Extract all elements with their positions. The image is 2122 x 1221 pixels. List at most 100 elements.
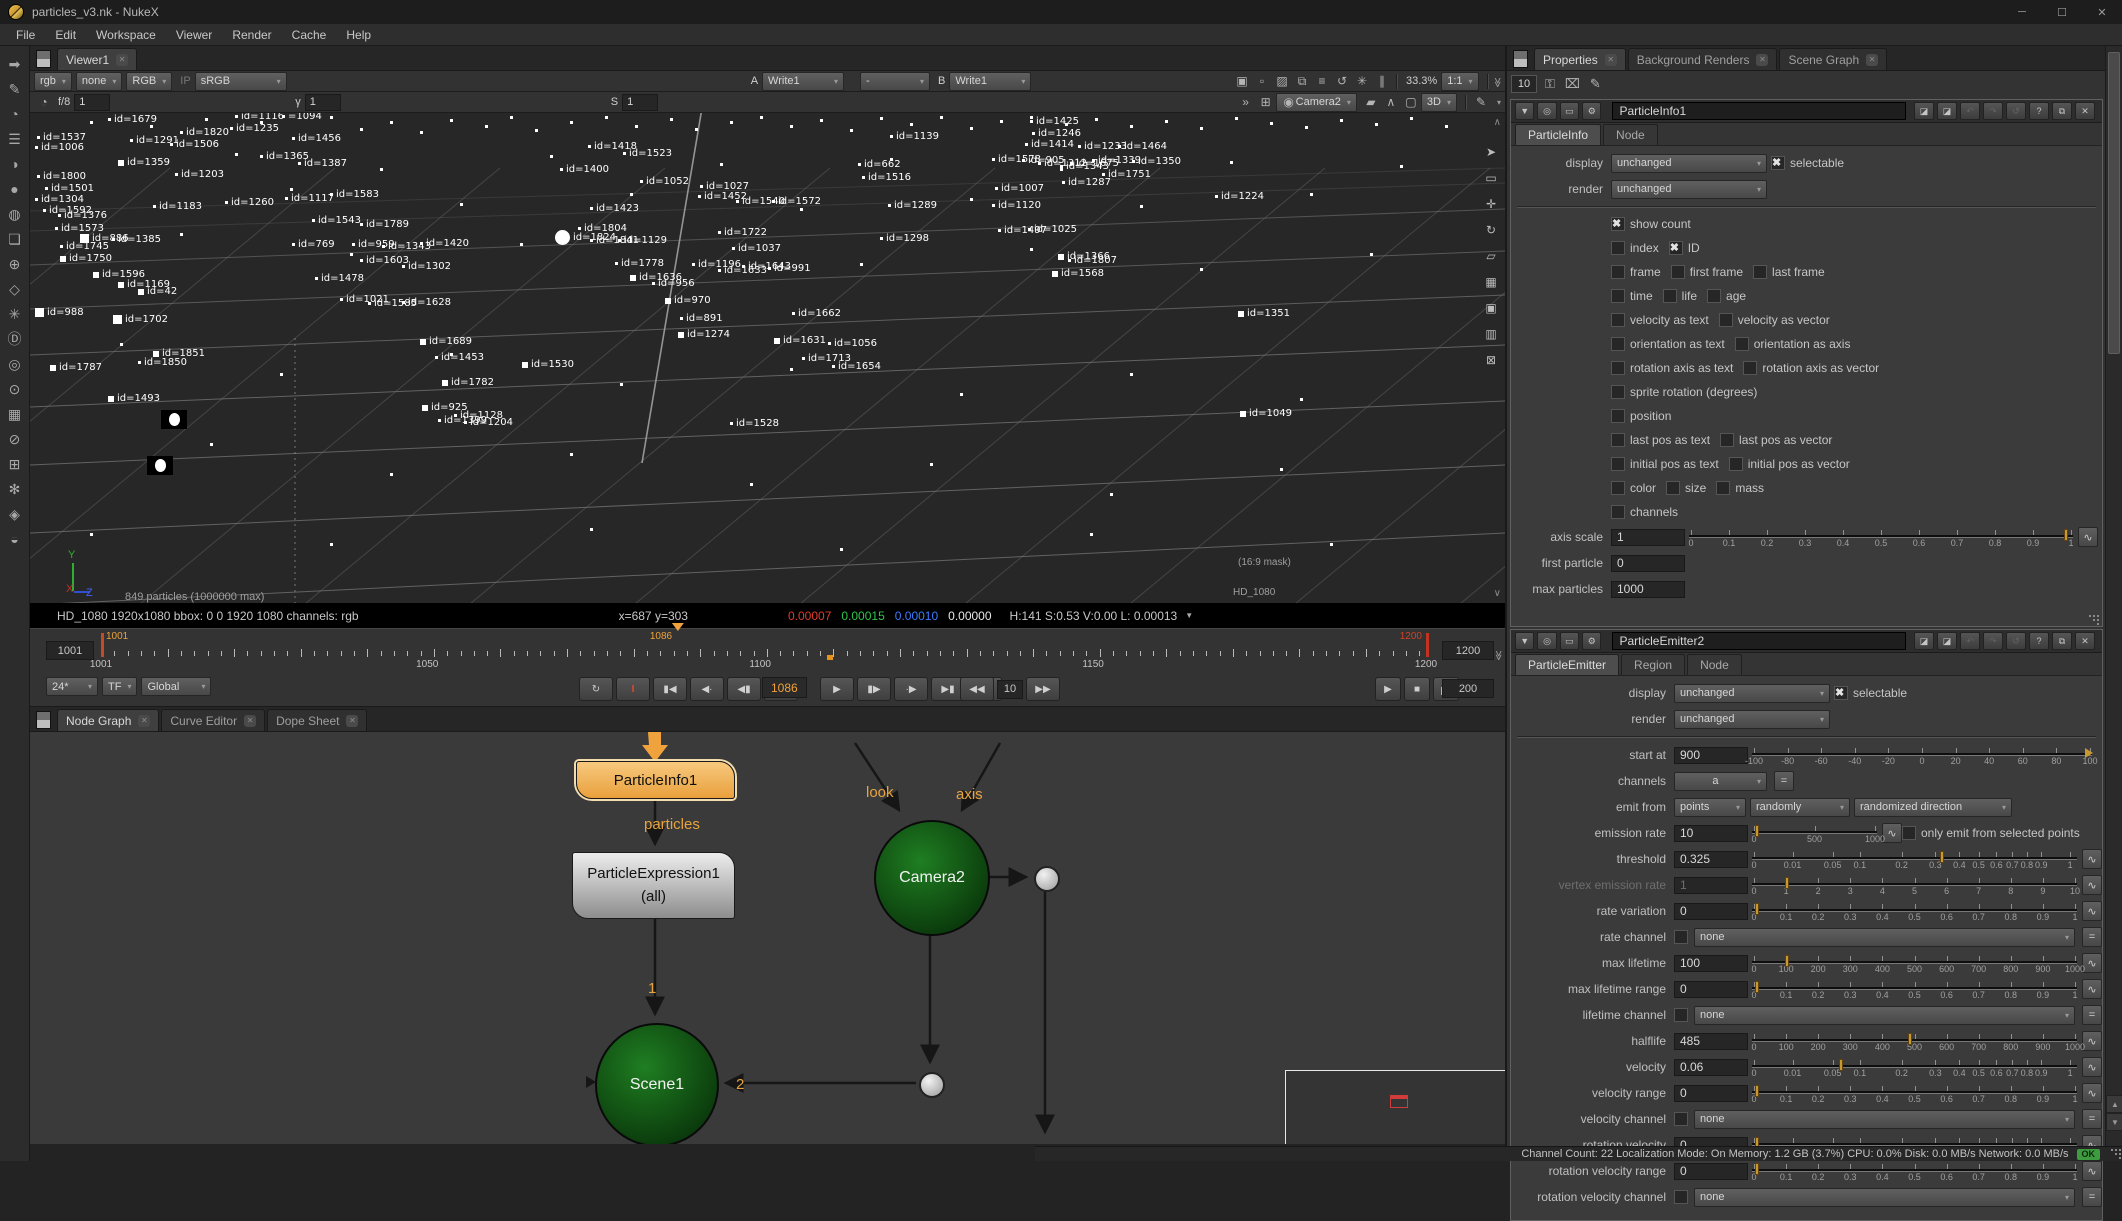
curve-editor-button[interactable]: ∿: [2082, 1057, 2102, 1077]
close-icon[interactable]: [244, 715, 256, 727]
close-panel-button[interactable]: ✕: [2075, 102, 2095, 120]
scroll-up-button[interactable]: ▲: [2106, 1095, 2122, 1113]
prev-keyframe-button[interactable]: ◀·: [690, 677, 724, 701]
help-button[interactable]: ?: [2029, 102, 2049, 120]
vertex-icon[interactable]: ▣: [1480, 297, 1502, 319]
minimize-button[interactable]: ─: [2002, 1, 2042, 23]
max-panels-input[interactable]: 10: [1511, 75, 1537, 93]
close-icon[interactable]: [1866, 54, 1878, 66]
collapse-button[interactable]: ▼: [1515, 632, 1534, 650]
node-graph-minimap[interactable]: [1285, 1070, 1505, 1144]
timeline-filter-select[interactable]: TF: [102, 677, 137, 696]
checkbox[interactable]: [1611, 457, 1625, 471]
checkbox[interactable]: [1771, 156, 1785, 170]
checkbox[interactable]: [1666, 481, 1680, 495]
panel-tab-node[interactable]: Node: [1687, 654, 1742, 675]
slider-handle[interactable]: [1839, 1059, 1843, 1071]
panel-tab-region[interactable]: Region: [1621, 654, 1685, 675]
visible-range-input[interactable]: 200: [1442, 679, 1494, 698]
checkbox[interactable]: [1707, 289, 1721, 303]
collapse-timeline-icon[interactable]: ≫: [1493, 650, 1504, 658]
curve-editor-button[interactable]: ∿: [2082, 875, 2102, 895]
checkbox[interactable]: [1611, 385, 1625, 399]
edit-icon[interactable]: ✎: [1590, 76, 1601, 92]
a-buffer-select[interactable]: Write1: [762, 72, 844, 91]
step-forward-button[interactable]: ▮▶: [857, 677, 891, 701]
jump-forward-button[interactable]: ▶▶: [1026, 677, 1060, 701]
mask-overlay-icon[interactable]: ▢: [1401, 94, 1421, 111]
collapse-toolbar-icon[interactable]: ≫: [1491, 77, 1502, 85]
range-end-input[interactable]: 1200: [1442, 641, 1494, 660]
field-rate-channel-select[interactable]: none: [1694, 928, 2075, 947]
next-keyframe-button[interactable]: ·▶: [894, 677, 928, 701]
checkbox[interactable]: [1674, 1112, 1688, 1126]
clear-panels-icon[interactable]: ⌧: [1565, 76, 1580, 92]
scale-icon[interactable]: ▱: [1480, 245, 1502, 267]
jump-back-button[interactable]: ◀◀: [960, 677, 994, 701]
menu-help[interactable]: Help: [336, 28, 381, 42]
marquee-icon[interactable]: ▭: [1480, 167, 1502, 189]
transform-icon[interactable]: ⊕: [3, 252, 27, 276]
particles-icon[interactable]: ✳: [3, 302, 27, 326]
revert-button[interactable]: ↺: [2006, 102, 2026, 120]
emit-from-select-1[interactable]: randomly: [1750, 798, 1850, 817]
image-icon[interactable]: ➡: [3, 52, 27, 76]
close-button[interactable]: ✕: [2082, 1, 2122, 23]
frame-format-icon[interactable]: ▣: [1232, 73, 1252, 90]
time-icon[interactable]: ◔: [3, 102, 27, 126]
field-display-select[interactable]: unchanged: [1674, 684, 1830, 703]
undo-button[interactable]: ↶: [1960, 102, 1980, 120]
emit-from-select-0[interactable]: points: [1674, 798, 1746, 817]
playhead[interactable]: 1086: [650, 631, 684, 642]
frame-range-lock-button[interactable]: I: [616, 677, 650, 701]
field-velocity-input[interactable]: 0.06: [1674, 1059, 1748, 1076]
checker-icon[interactable]: ▨: [1272, 73, 1292, 90]
loop-mode-button[interactable]: ↻: [579, 677, 613, 701]
lock-camera-icon[interactable]: ▰: [1361, 94, 1381, 111]
node-particleinfo1[interactable]: ParticleInfo1: [576, 761, 735, 799]
slider-handle[interactable]: [1908, 1033, 1912, 1045]
swatch-button[interactable]: ◪: [1937, 632, 1957, 650]
checkbox[interactable]: [1611, 289, 1625, 303]
menu-workspace[interactable]: Workspace: [86, 28, 166, 42]
edge-elbow-dot[interactable]: [1034, 866, 1060, 892]
checkbox[interactable]: [1611, 265, 1625, 279]
swatch-button[interactable]: ◪: [1914, 102, 1934, 120]
sample-input[interactable]: 1: [622, 94, 658, 111]
checkbox[interactable]: [1674, 1190, 1688, 1204]
checkbox[interactable]: [1902, 826, 1916, 840]
help-icon[interactable]: ◒: [3, 527, 27, 551]
curve-editor-button[interactable]: ∿: [2082, 979, 2102, 999]
wipe-mode-select[interactable]: -: [860, 72, 930, 91]
node-button[interactable]: ◎: [1537, 632, 1556, 650]
properties-scrollbar[interactable]: ▲ ▼: [2105, 46, 2122, 1147]
field-render-select[interactable]: unchanged: [1674, 710, 1830, 729]
range-start-input[interactable]: 1001: [46, 641, 94, 660]
gain-square-icon[interactable]: ▫: [1252, 73, 1272, 90]
field-channels-select[interactable]: a: [1674, 772, 1767, 791]
checkbox[interactable]: [1735, 337, 1749, 351]
slider-handle[interactable]: [1755, 825, 1759, 837]
checkbox[interactable]: [1611, 361, 1625, 375]
redo-button[interactable]: ↷: [1983, 632, 2003, 650]
checkbox[interactable]: [1753, 265, 1767, 279]
field-display-select[interactable]: unchanged: [1611, 154, 1767, 173]
out-point-marker[interactable]: [1426, 633, 1429, 657]
lock-view-icon[interactable]: ⊠: [1480, 349, 1502, 371]
curve-editor-button[interactable]: ∿: [2082, 1161, 2102, 1181]
view-mode-select[interactable]: 3D: [1421, 93, 1457, 112]
3d-icon[interactable]: ◇: [3, 277, 27, 301]
annotation-pen-icon[interactable]: ✎: [1471, 94, 1491, 111]
checkbox[interactable]: [1743, 361, 1757, 375]
toolsets-icon[interactable]: ▦: [3, 402, 27, 426]
range-mode-select[interactable]: Global: [141, 677, 211, 696]
